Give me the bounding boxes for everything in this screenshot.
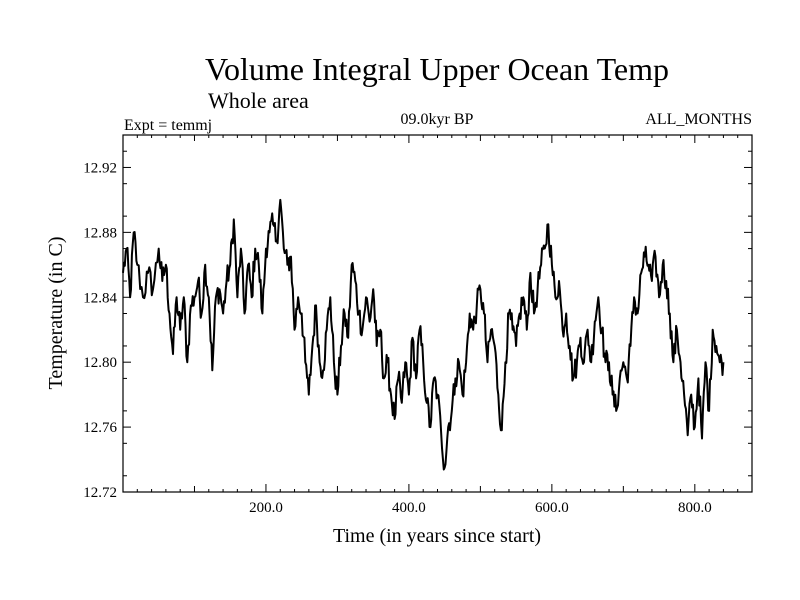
- y-tick-label: 12.72: [83, 485, 117, 501]
- months-label: ALL_MONTHS: [645, 111, 752, 128]
- y-axis-label: Temperature (in C): [45, 237, 67, 390]
- y-tick-label: 12.92: [83, 160, 117, 176]
- plot-frame: [122, 134, 753, 493]
- expt-label: Expt = temmj: [124, 117, 212, 134]
- x-tick-label: 800.0: [678, 500, 712, 516]
- y-axis-ticks: 12.72 12.76 12.80 12.84 12.88 12.92: [83, 150, 752, 501]
- series-line: [122, 198, 725, 471]
- x-axis-ticks: 200.0 400.0 600.0 800.0: [136, 135, 739, 516]
- x-tick-label: 600.0: [535, 500, 569, 516]
- x-tick-label: 400.0: [392, 500, 426, 516]
- y-tick-label: 12.76: [83, 420, 117, 436]
- chart-title: Volume Integral Upper Ocean Temp: [205, 51, 669, 87]
- y-tick-label: 12.80: [83, 355, 117, 371]
- period-label: 09.0kyr BP: [401, 111, 474, 128]
- y-tick-label: 12.88: [83, 225, 117, 241]
- x-axis-label: Time (in years since start): [333, 525, 541, 547]
- chart-subtitle: Whole area: [208, 88, 309, 113]
- y-tick-label: 12.84: [83, 290, 117, 306]
- x-tick-label: 200.0: [249, 500, 283, 516]
